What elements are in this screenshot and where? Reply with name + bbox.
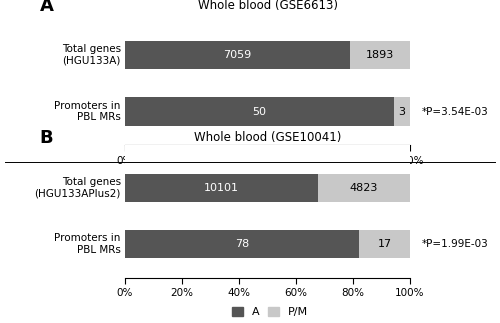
Text: 10101: 10101	[204, 182, 239, 193]
Text: 17: 17	[378, 239, 392, 249]
Title: Whole blood (GSE6613): Whole blood (GSE6613)	[198, 0, 338, 12]
Bar	[350, 41, 410, 69]
Title: Whole blood (GSE10041): Whole blood (GSE10041)	[194, 131, 341, 144]
Bar	[318, 173, 410, 202]
Legend: A, P/M: A, P/M	[232, 307, 308, 318]
Text: 7059: 7059	[223, 50, 252, 60]
Text: *P=3.54E-03: *P=3.54E-03	[422, 107, 488, 117]
Text: B: B	[40, 130, 53, 148]
Bar	[125, 230, 359, 258]
Text: 50: 50	[252, 107, 266, 117]
Bar	[394, 98, 410, 126]
Bar	[125, 41, 350, 69]
Text: 4823: 4823	[350, 182, 378, 193]
Text: *P=1.99E-03: *P=1.99E-03	[422, 239, 488, 249]
Text: A: A	[40, 0, 54, 15]
Text: 78: 78	[235, 239, 249, 249]
Text: 1893: 1893	[366, 50, 394, 60]
Bar	[125, 98, 394, 126]
Text: 3: 3	[398, 107, 406, 117]
Bar	[125, 173, 318, 202]
Bar	[359, 230, 410, 258]
